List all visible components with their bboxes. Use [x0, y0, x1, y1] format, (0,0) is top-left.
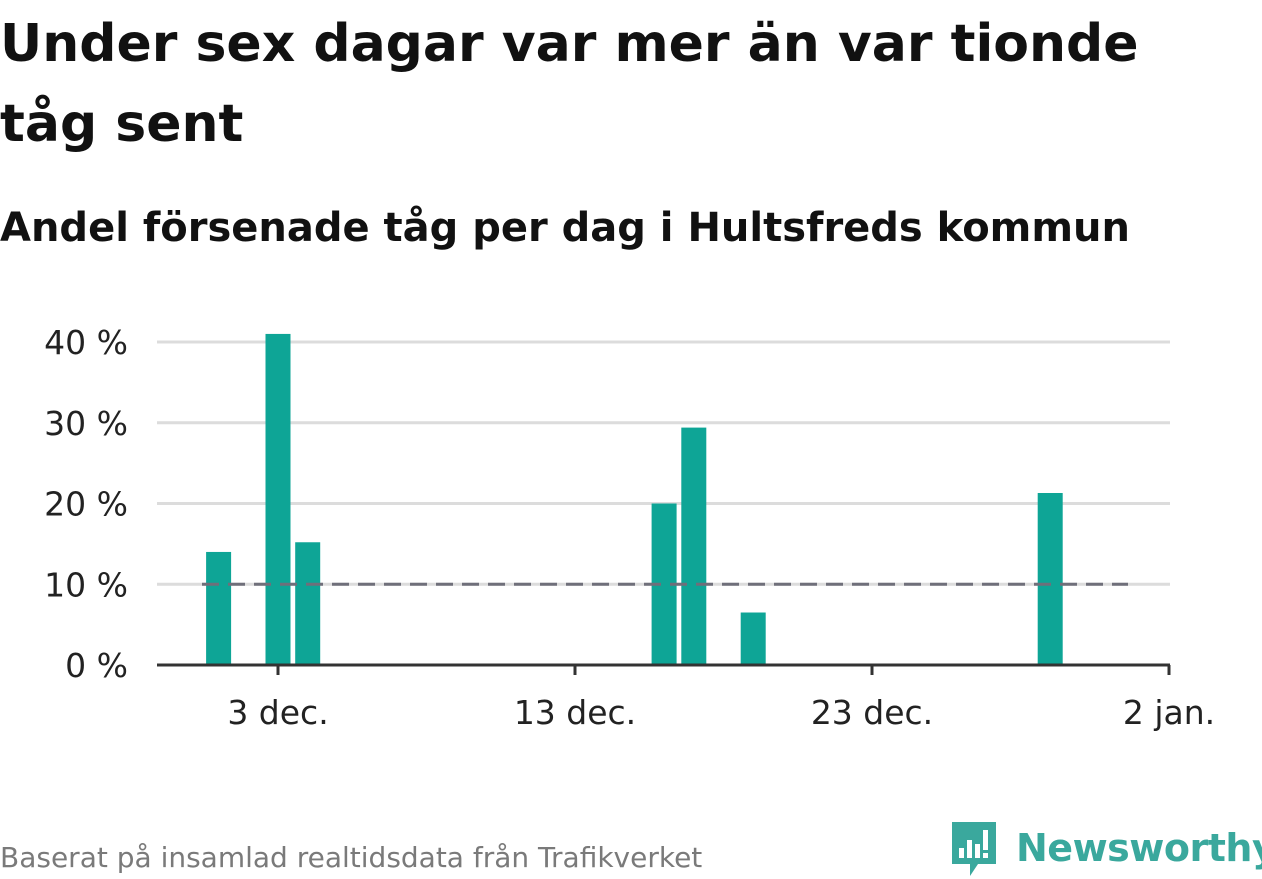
x-tick-label: 3 dec. [227, 693, 328, 732]
y-tick-label: 40 % [44, 323, 128, 362]
chart-title: Under sex dagar var mer än var tionde tå… [0, 14, 1139, 154]
bar [1037, 493, 1063, 665]
y-tick-label: 20 % [44, 485, 128, 524]
newsworthy-logo[interactable]: Newsworthy [950, 818, 1262, 878]
gridlines [157, 340, 1170, 586]
chart-subtitle: Andel försenade tåg per dag i Hultsfreds… [0, 205, 1130, 251]
newsworthy-logo-icon [952, 822, 996, 876]
bar [265, 333, 291, 665]
x-tick-label: 23 dec. [811, 693, 933, 732]
x-tick-label: 13 dec. [514, 693, 636, 732]
x-tick-label: 2 jan. [1123, 693, 1215, 732]
source-note: Baserat på insamlad realtidsdata från Tr… [0, 841, 703, 874]
bars [206, 333, 1063, 665]
brand-name: Newsworthy [1016, 826, 1262, 870]
y-tick-label: 0 % [65, 646, 128, 685]
y-tick-label: 10 % [44, 565, 128, 604]
bar [295, 542, 321, 665]
x-axis [157, 663, 1171, 675]
bar [206, 551, 232, 665]
bar [740, 612, 766, 665]
bar [681, 427, 707, 665]
y-tick-label: 30 % [44, 404, 128, 443]
tick-labels: 0 % 10 % 20 % 30 % 40 % 3 dec. 13 dec. 23 dec. 2… [44, 323, 1215, 732]
